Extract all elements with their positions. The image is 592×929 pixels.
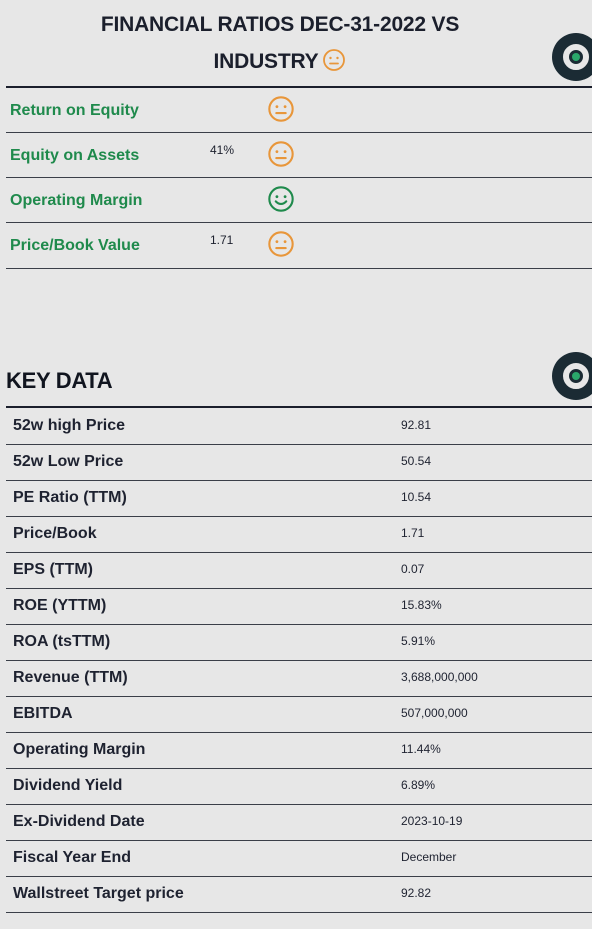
page-title-text: INDUSTRY [213, 50, 319, 73]
row-label: EBITDA [13, 705, 73, 722]
page-title: FINANCIAL RATIOS DEC-31-2022 VS [100, 13, 460, 36]
row-value: 5.91% [401, 634, 436, 648]
row-label: Dividend Yield [13, 777, 123, 794]
row-value: 92.82 [401, 886, 432, 900]
row-label: 52w Low Price [13, 453, 124, 470]
divider [6, 222, 592, 223]
row-label: Operating Margin [13, 741, 146, 758]
ratio-row-price-book-value: Price/Book Value 1.71 [6, 223, 592, 268]
ratio-value: 1.71 [210, 233, 234, 247]
ratio-label: Operating Margin [10, 192, 143, 209]
divider [6, 444, 592, 445]
divider [6, 804, 592, 805]
ratio-row-return-on-equity: Return on Equity [6, 88, 592, 133]
divider [6, 86, 592, 88]
divider [6, 732, 592, 733]
row-value: 3,688,000,000 [401, 670, 478, 684]
table-row: Revenue (TTM) 3,688,000,000 [6, 660, 592, 696]
divider [6, 268, 592, 269]
table-row: Price/Book 1.71 [6, 516, 592, 552]
divider [6, 768, 592, 769]
table-row: Wallstreet Target price 92.82 [6, 876, 592, 912]
table-row: Dividend Yield 6.89% [6, 768, 592, 804]
table-row: PE Ratio (TTM) 10.54 [6, 480, 592, 516]
row-value: December [401, 850, 457, 864]
row-value: 15.83% [401, 598, 442, 612]
divider [6, 516, 592, 517]
divider [6, 588, 592, 589]
divider [6, 876, 592, 877]
row-value: 0.07 [401, 562, 425, 576]
row-label: Fiscal Year End [13, 849, 131, 866]
divider [6, 660, 592, 661]
row-value: 50.54 [401, 454, 432, 468]
row-value: 1.71 [401, 526, 425, 540]
row-value: 6.89% [401, 778, 436, 792]
row-label: PE Ratio (TTM) [13, 489, 127, 506]
table-row: EPS (TTM) 0.07 [6, 552, 592, 588]
divider [6, 480, 592, 481]
row-label: Revenue (TTM) [13, 669, 128, 686]
page-title-line2: INDUSTRY [20, 48, 540, 78]
row-label: Wallstreet Target price [13, 885, 184, 902]
row-value: 2023-10-19 [401, 814, 463, 828]
row-label: 52w high Price [13, 417, 126, 434]
ratio-row-equity-on-assets: Equity on Assets 41% [6, 133, 592, 178]
table-row: ROE (YTTM) 15.83% [6, 588, 592, 624]
table-row: 52w high Price 92.81 [6, 408, 592, 444]
row-value: 92.81 [401, 418, 432, 432]
divider [6, 552, 592, 553]
divider [6, 132, 592, 133]
divider [6, 912, 592, 913]
divider [6, 840, 592, 841]
neutral-face-icon [322, 48, 346, 78]
row-value: 507,000,000 [401, 706, 468, 720]
row-label: ROE (YTTM) [13, 597, 107, 614]
table-row: Ex-Dividend Date 2023-10-19 [6, 804, 592, 840]
ratio-value: 41% [210, 143, 235, 157]
table-row: Fiscal Year End December [6, 840, 592, 876]
table-row: 52w Low Price 50.54 [6, 444, 592, 480]
neutral-face-icon [267, 95, 295, 123]
ratio-row-operating-margin: Operating Margin [6, 178, 592, 223]
neutral-face-icon [267, 230, 295, 258]
row-label: Price/Book [13, 525, 97, 542]
section-title: KEY DATA [6, 368, 113, 393]
brand-logo-icon [552, 33, 592, 81]
row-label: ROA (tsTTM) [13, 633, 111, 650]
neutral-face-icon [267, 140, 295, 168]
row-label: Ex-Dividend Date [13, 813, 145, 830]
row-value: 10.54 [401, 490, 432, 504]
table-row: Operating Margin 11.44% [6, 732, 592, 768]
ratio-label: Equity on Assets [10, 147, 140, 164]
brand-logo-icon [552, 352, 592, 400]
table-row: ROA (tsTTM) 5.91% [6, 624, 592, 660]
ratio-label: Return on Equity [10, 102, 139, 119]
row-label: EPS (TTM) [13, 561, 93, 578]
ratio-label: Price/Book Value [10, 237, 140, 254]
happy-face-icon [267, 185, 295, 213]
divider [6, 406, 592, 408]
divider [6, 696, 592, 697]
divider [6, 177, 592, 178]
table-row: EBITDA 507,000,000 [6, 696, 592, 732]
row-value: 11.44% [401, 742, 441, 756]
divider [6, 624, 592, 625]
